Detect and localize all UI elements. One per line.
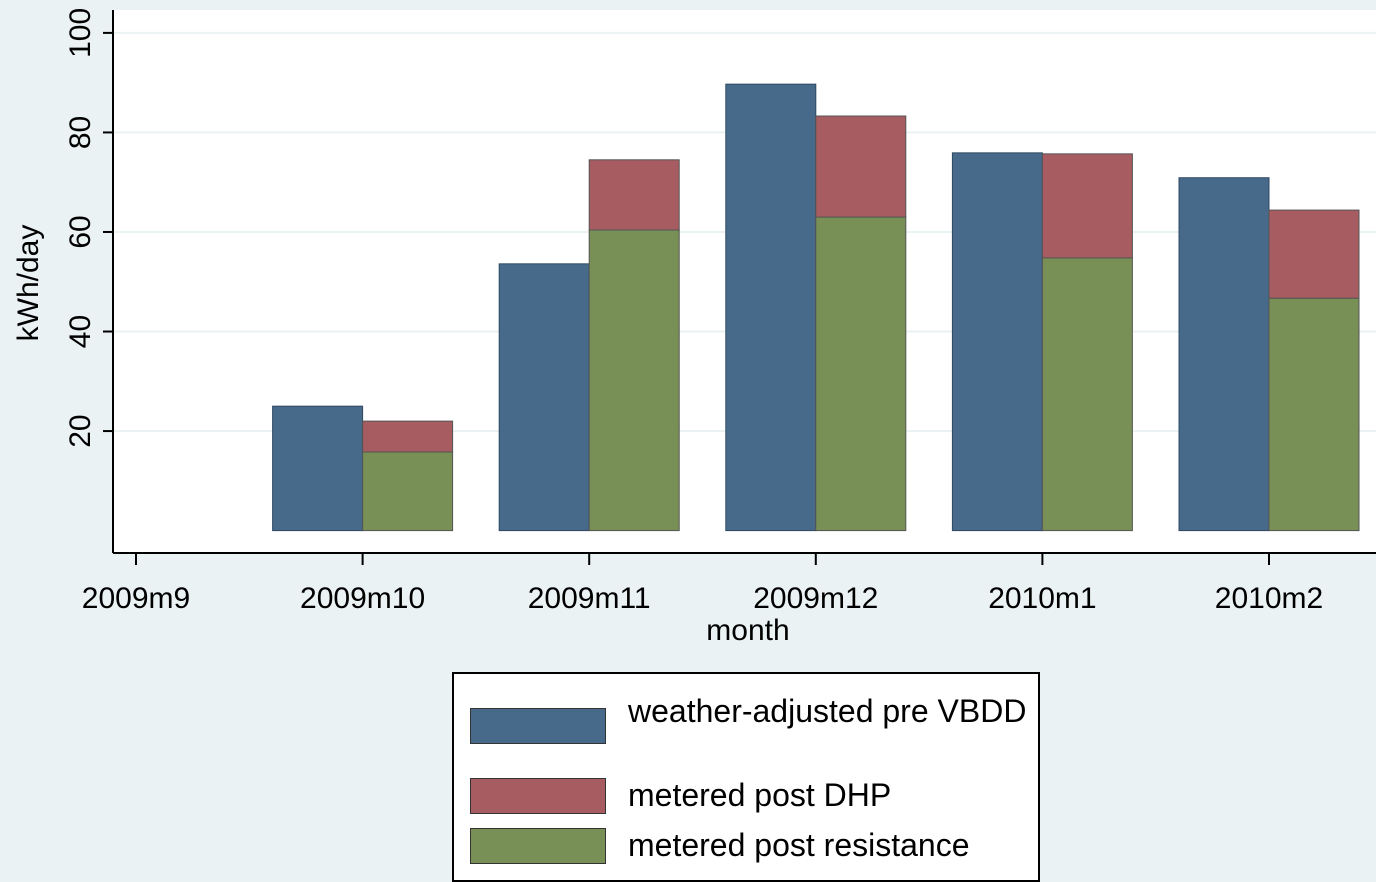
y-tick-label: 80 xyxy=(64,116,97,149)
bar xyxy=(498,263,590,532)
x-axis-label: month xyxy=(706,614,789,647)
legend-swatch xyxy=(470,708,606,744)
x-tick-label: 2010m2 xyxy=(1215,582,1323,615)
x-tick-label: 2010m1 xyxy=(988,582,1096,615)
x-tick-label: 2009m12 xyxy=(753,582,878,615)
bar xyxy=(725,83,817,532)
legend-label: metered post resistance xyxy=(628,827,970,863)
bar xyxy=(588,159,680,231)
y-axis-label: kWh/day xyxy=(12,225,45,342)
bar xyxy=(1268,297,1360,532)
bar xyxy=(815,216,907,532)
bar xyxy=(1268,209,1360,299)
y-tick-label: 40 xyxy=(64,315,97,348)
legend-entry: metered post resistance xyxy=(470,828,1028,864)
bar xyxy=(272,405,364,532)
x-tick-label: 2009m9 xyxy=(82,582,190,615)
legend-label: metered post DHP xyxy=(628,777,892,813)
y-tick-label: 60 xyxy=(64,215,97,248)
bar xyxy=(1041,153,1133,259)
legend-entry: metered post DHP xyxy=(470,778,1028,814)
bar xyxy=(815,115,907,218)
y-tick-label: 20 xyxy=(64,414,97,447)
legend: weather-adjusted pre VBDD metered post DH… xyxy=(452,672,1040,882)
x-tick-label: 2009m10 xyxy=(300,582,425,615)
legend-swatch xyxy=(470,778,606,814)
legend-label: weather-adjusted pre VBDD xyxy=(628,693,1027,729)
bar xyxy=(362,420,454,453)
bar xyxy=(588,229,680,532)
y-tick-label: 100 xyxy=(64,8,97,58)
bar xyxy=(1041,257,1133,532)
legend-swatch xyxy=(470,828,606,864)
bar xyxy=(1178,177,1270,532)
bar xyxy=(951,152,1043,532)
bar xyxy=(362,451,454,532)
x-tick-label: 2009m11 xyxy=(528,582,651,615)
legend-entry: weather-adjusted pre VBDD xyxy=(470,694,1028,744)
